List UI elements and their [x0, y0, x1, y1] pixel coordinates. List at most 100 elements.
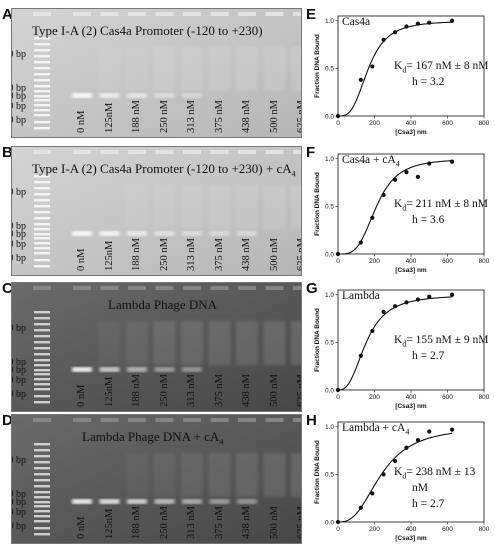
ladder-band — [34, 510, 50, 513]
data-point — [358, 77, 363, 82]
well — [293, 150, 301, 154]
subscript: 4 — [291, 169, 296, 179]
ladder-size-label: 300 bp — [12, 497, 26, 508]
ladder-band — [34, 211, 50, 214]
free-dna-band — [99, 367, 120, 372]
x-tick-label: 800 — [479, 526, 490, 533]
kd-annotation: Kd= 238 nM ± 13 — [394, 466, 475, 480]
free-dna-band — [182, 93, 202, 98]
hill-coefficient: h = 3.6 — [412, 214, 445, 226]
x-tick-label: 200 — [369, 526, 380, 533]
ladder-band — [34, 467, 50, 470]
well — [210, 150, 229, 154]
data-point — [381, 37, 386, 42]
ladder-band — [34, 378, 50, 381]
gel-title: Type I-A (2) Cas4a Promoter (-120 to +23… — [32, 23, 263, 38]
well — [265, 418, 284, 422]
free-dna-band — [182, 367, 202, 372]
ladder-band — [34, 341, 50, 344]
well — [265, 150, 284, 154]
ladder-band — [34, 175, 50, 178]
free-dna-band — [99, 93, 120, 98]
data-point — [427, 161, 432, 166]
ladder-band — [34, 79, 50, 82]
bound-smear — [126, 185, 148, 229]
ladder-band — [34, 323, 50, 326]
ladder-band — [34, 515, 50, 518]
lane-label: 625 nM — [296, 100, 302, 133]
title-text: Lambda Phage DNA + cA — [82, 429, 220, 444]
ladder-size-label: 1000 bp — [12, 187, 26, 198]
lane-label: 375 nM — [213, 374, 225, 407]
bound-smear — [263, 321, 286, 365]
lane-label: 438 nM — [241, 374, 252, 407]
ladder-band — [34, 217, 50, 220]
ladder-band — [34, 369, 50, 372]
ladder-band — [34, 461, 50, 464]
y-tick-label: 0.5 — [325, 204, 334, 211]
lane-label: 375 nM — [213, 100, 225, 133]
lane-label: 250 nM — [158, 374, 170, 407]
bound-smear — [126, 47, 148, 91]
well — [73, 286, 91, 290]
well — [210, 12, 229, 16]
lane-label: 438 nM — [241, 506, 252, 539]
data-point — [427, 429, 432, 434]
well — [155, 150, 174, 154]
x-axis-title: [Csa3] nm — [395, 129, 427, 136]
lane-label: 375 nM — [213, 506, 225, 539]
panel-letter-f: F — [306, 144, 316, 161]
well — [210, 286, 229, 290]
well — [100, 12, 119, 16]
free-dna-band — [72, 367, 92, 372]
ladder-band — [34, 193, 50, 196]
x-tick-label: 600 — [442, 120, 453, 127]
lane-label: 188 nM — [131, 100, 142, 133]
x-tick-label: 400 — [406, 258, 417, 265]
data-point — [415, 297, 421, 302]
bound-smear — [236, 47, 258, 91]
x-tick-label: 800 — [479, 394, 490, 401]
ladder-size-label: 400 bp — [12, 83, 26, 94]
ladder-band — [34, 347, 50, 350]
ladder-size-label: 400 bp — [12, 357, 26, 368]
title-text: Type I-A (2) Cas4a Promoter (-120 to +23… — [32, 161, 292, 176]
bound-smear — [291, 453, 301, 497]
bound-smear — [181, 185, 203, 229]
lane-label: 125nM — [103, 240, 115, 271]
well — [265, 286, 284, 290]
ladder-band — [34, 388, 50, 391]
well — [73, 418, 91, 422]
well — [100, 418, 119, 422]
bound-smear — [208, 47, 231, 91]
well — [238, 12, 256, 16]
data-point — [393, 177, 398, 182]
ladder-band — [34, 491, 50, 494]
x-tick-label: 800 — [479, 258, 490, 265]
well — [210, 418, 229, 422]
ladder-band — [34, 259, 50, 262]
lane-label: 188 nM — [131, 238, 142, 271]
data-point — [335, 519, 341, 525]
ladder-size-label: 200 bp — [12, 101, 26, 112]
binding-curve-plot: G 0 200 400 600 800 0.0 0.5 1.0 [Csa3] nm Fraction… — [306, 280, 490, 410]
data-point — [449, 159, 455, 164]
ladder-band — [34, 114, 50, 117]
bound-smear — [153, 185, 176, 229]
subscript: 4 — [395, 159, 400, 169]
free-dna-band — [237, 231, 257, 236]
y-axis-title: Fraction DNA Bound — [314, 34, 321, 98]
free-dna-band — [72, 499, 92, 504]
lane-label: 188 nM — [131, 374, 142, 407]
ladder-band — [34, 401, 50, 404]
x-tick-label: 600 — [442, 526, 453, 533]
x-axis-title: [Csa3] nm — [395, 535, 427, 542]
bound-smear — [263, 47, 286, 91]
lane-label: 0 nM — [76, 384, 87, 407]
ladder-band — [34, 90, 50, 93]
bound-smear — [236, 453, 258, 497]
free-dna-band — [182, 499, 202, 504]
well — [293, 286, 301, 290]
well — [265, 12, 284, 16]
lane-label: 313 nM — [186, 238, 197, 271]
